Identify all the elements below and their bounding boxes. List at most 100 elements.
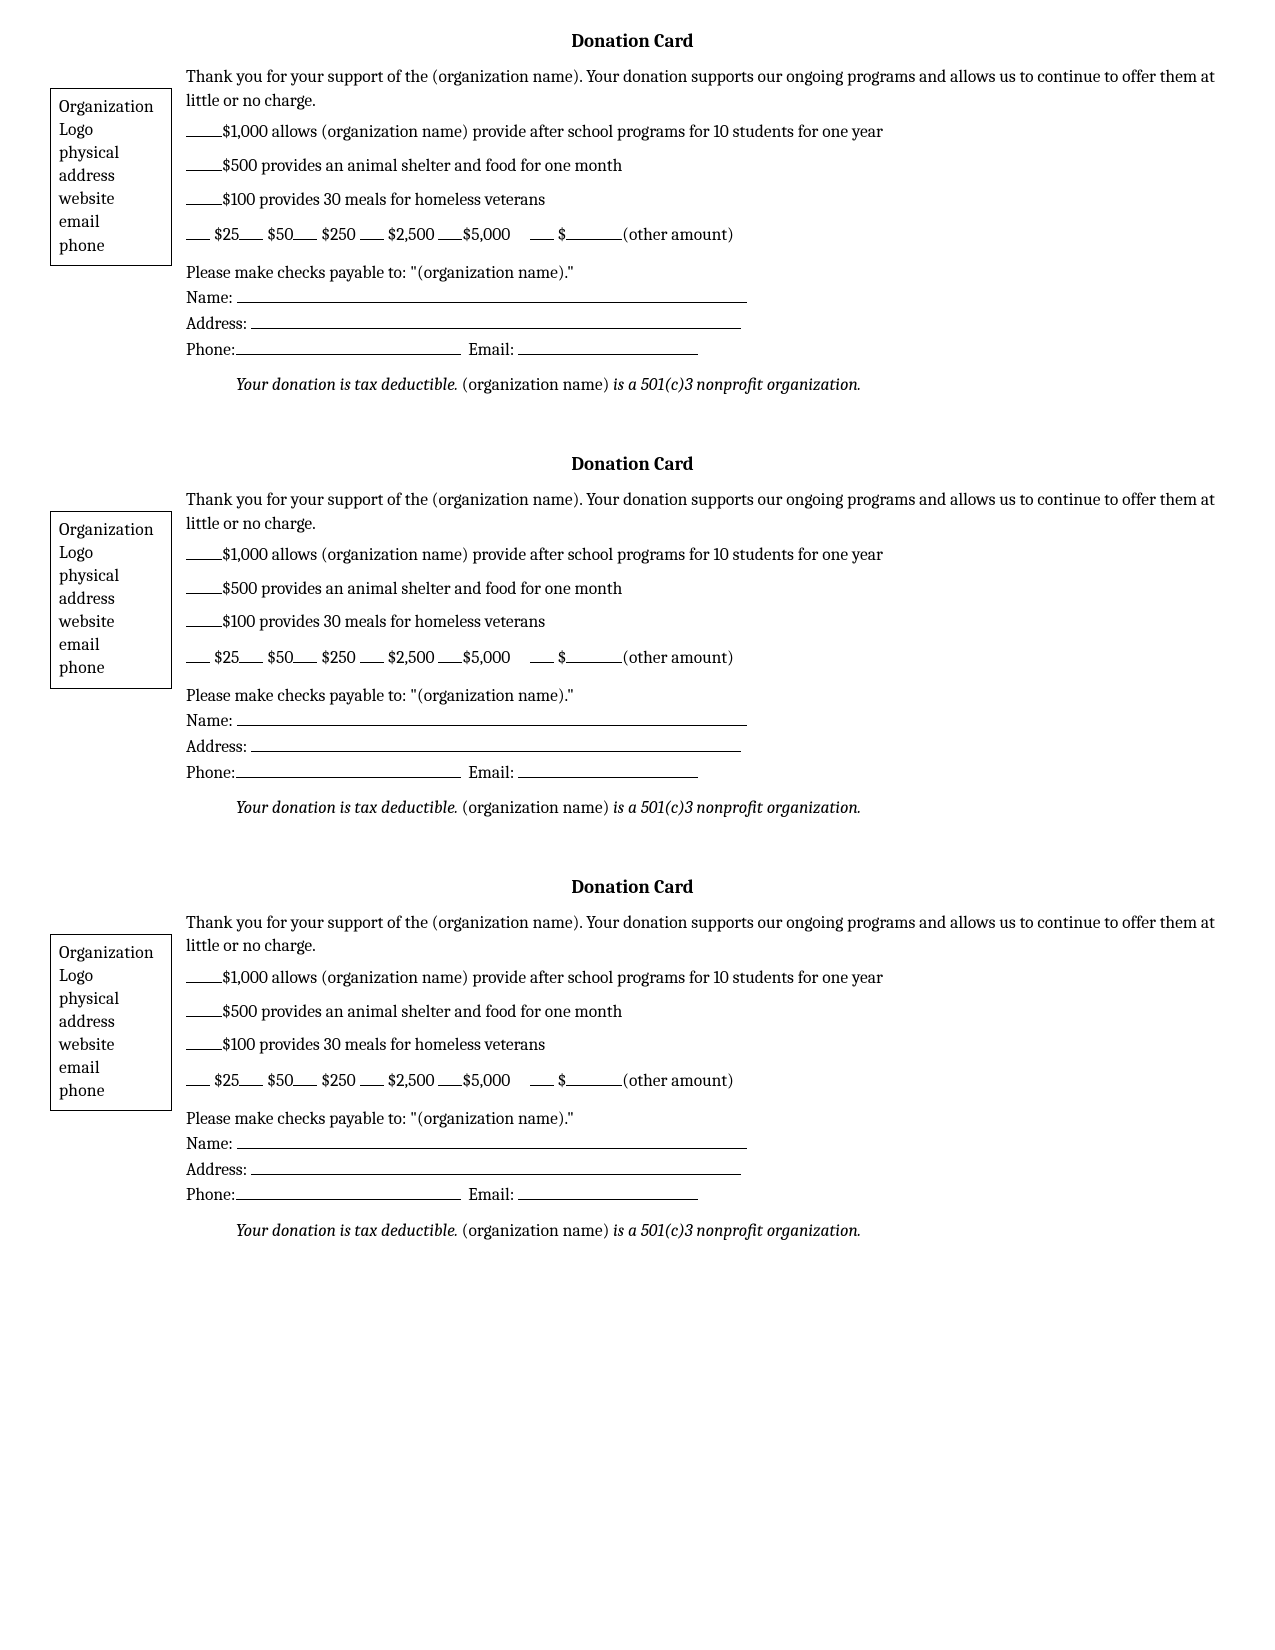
name-blank[interactable] [237, 1148, 747, 1149]
amount: $2,500 [387, 225, 434, 245]
amount: $250 [321, 648, 355, 668]
checkbox-blank[interactable] [360, 239, 384, 240]
checkbox-blank[interactable] [293, 1085, 317, 1086]
address-blank[interactable] [251, 751, 741, 752]
logo-line: website [59, 1034, 163, 1057]
checkbox-blank[interactable] [186, 593, 222, 594]
checkbox-blank[interactable] [438, 1085, 462, 1086]
logo-line: email [59, 211, 163, 234]
checkbox-blank[interactable] [186, 136, 222, 137]
phone-email-field: Phone: Email: [186, 339, 1215, 363]
tax-part3: is a 501(c)3 nonprofit organization. [609, 1221, 861, 1241]
logo-box: Organization Logo physical address websi… [50, 511, 172, 689]
tier-text: $500 provides an animal shelter and food… [222, 579, 622, 599]
logo-line: physical [59, 988, 163, 1011]
logo-line: address [59, 165, 163, 188]
email-blank[interactable] [518, 354, 698, 355]
checkbox-blank[interactable] [186, 662, 210, 663]
thank-you-text: Thank you for your support of the (organ… [186, 489, 1215, 536]
card-body: Organization Logo physical address websi… [50, 66, 1215, 398]
amount: $25 [214, 1071, 239, 1091]
tax-deductible-text: Your donation is tax deductible. (organi… [186, 374, 1215, 398]
checkbox-blank[interactable] [239, 239, 263, 240]
logo-line: phone [59, 657, 163, 680]
checkbox-blank[interactable] [293, 239, 317, 240]
card-content: Thank you for your support of the (organ… [186, 66, 1215, 398]
other-prefix: $ [557, 648, 566, 668]
card-title: Donation Card [50, 30, 1215, 52]
card-body: Organization Logo physical address websi… [50, 489, 1215, 821]
email-blank[interactable] [518, 1199, 698, 1200]
phone-email-field: Phone: Email: [186, 1184, 1215, 1208]
donation-tier: $1,000 allows (organization name) provid… [186, 544, 1215, 568]
name-blank[interactable] [237, 725, 747, 726]
checkbox-blank[interactable] [530, 239, 554, 240]
checkbox-blank[interactable] [239, 662, 263, 663]
amount: $5,000 [462, 1071, 510, 1091]
other-prefix: $ [557, 225, 566, 245]
checkbox-blank[interactable] [186, 170, 222, 171]
donation-tier: $500 provides an animal shelter and food… [186, 155, 1215, 179]
donation-tier: $500 provides an animal shelter and food… [186, 1001, 1215, 1025]
logo-line: Logo [59, 542, 163, 565]
amount-options: $25 $50 $250 $2,500 $5,000 $ (other amoun… [186, 1070, 1215, 1094]
phone-email-field: Phone: Email: [186, 762, 1215, 786]
amount: $50 [267, 648, 293, 668]
checkbox-blank[interactable] [360, 662, 384, 663]
checkbox-blank[interactable] [186, 1016, 222, 1017]
tier-text: $100 provides 30 meals for homeless vete… [222, 190, 545, 210]
thank-you-text: Thank you for your support of the (organ… [186, 912, 1215, 959]
tax-part3: is a 501(c)3 nonprofit organization. [609, 798, 861, 818]
email-blank[interactable] [518, 777, 698, 778]
amount: $250 [321, 1071, 355, 1091]
checkbox-blank[interactable] [186, 1085, 210, 1086]
phone-blank[interactable] [236, 1199, 461, 1200]
checkbox-blank[interactable] [186, 982, 222, 983]
other-amount-blank[interactable] [566, 239, 622, 240]
payable-text: Please make checks payable to: "(organiz… [186, 1108, 1215, 1132]
tier-text: $100 provides 30 meals for homeless vete… [222, 612, 545, 632]
phone-blank[interactable] [236, 354, 461, 355]
address-blank[interactable] [251, 328, 741, 329]
other-label: (other amount) [622, 225, 734, 245]
checkbox-blank[interactable] [438, 662, 462, 663]
checkbox-blank[interactable] [186, 559, 222, 560]
tax-part2: (organization name) [462, 375, 610, 395]
name-field: Name: [186, 710, 1215, 734]
email-label: Email: [468, 1185, 518, 1205]
checkbox-blank[interactable] [186, 1049, 222, 1050]
card-content: Thank you for your support of the (organ… [186, 912, 1215, 1244]
other-amount-blank[interactable] [566, 1085, 622, 1086]
other-prefix: $ [557, 1071, 566, 1091]
other-amount-blank[interactable] [566, 662, 622, 663]
checkbox-blank[interactable] [293, 662, 317, 663]
logo-line: website [59, 611, 163, 634]
checkbox-blank[interactable] [530, 1085, 554, 1086]
checkbox-blank[interactable] [360, 1085, 384, 1086]
donation-card: Donation Card Organization Logo physical… [50, 453, 1215, 821]
amount-options: $25 $50 $250 $2,500 $5,000 $(other amoun… [186, 224, 1215, 248]
checkbox-blank[interactable] [186, 626, 222, 627]
name-label: Name: [186, 288, 237, 308]
name-blank[interactable] [237, 302, 747, 303]
tier-text: $1,000 allows (organization name) provid… [222, 545, 883, 565]
address-label: Address: [186, 737, 251, 757]
checkbox-blank[interactable] [239, 1085, 263, 1086]
other-label: (other amount) [622, 1071, 734, 1091]
checkbox-blank[interactable] [530, 662, 554, 663]
phone-blank[interactable] [236, 777, 461, 778]
donation-tier: $100 provides 30 meals for homeless vete… [186, 611, 1215, 635]
checkbox-blank[interactable] [438, 239, 462, 240]
logo-line: email [59, 1057, 163, 1080]
amount: $2,500 [387, 1071, 434, 1091]
address-label: Address: [186, 314, 251, 334]
name-label: Name: [186, 1134, 237, 1154]
donation-card: Donation Card Organization Logo physical… [50, 30, 1215, 398]
checkbox-blank[interactable] [186, 239, 210, 240]
payable-text: Please make checks payable to: "(organiz… [186, 262, 1215, 286]
checkbox-blank[interactable] [186, 204, 222, 205]
address-blank[interactable] [251, 1174, 741, 1175]
amount: $50 [267, 1071, 293, 1091]
donation-card: Donation Card Organization Logo physical… [50, 876, 1215, 1244]
logo-line: Logo [59, 965, 163, 988]
